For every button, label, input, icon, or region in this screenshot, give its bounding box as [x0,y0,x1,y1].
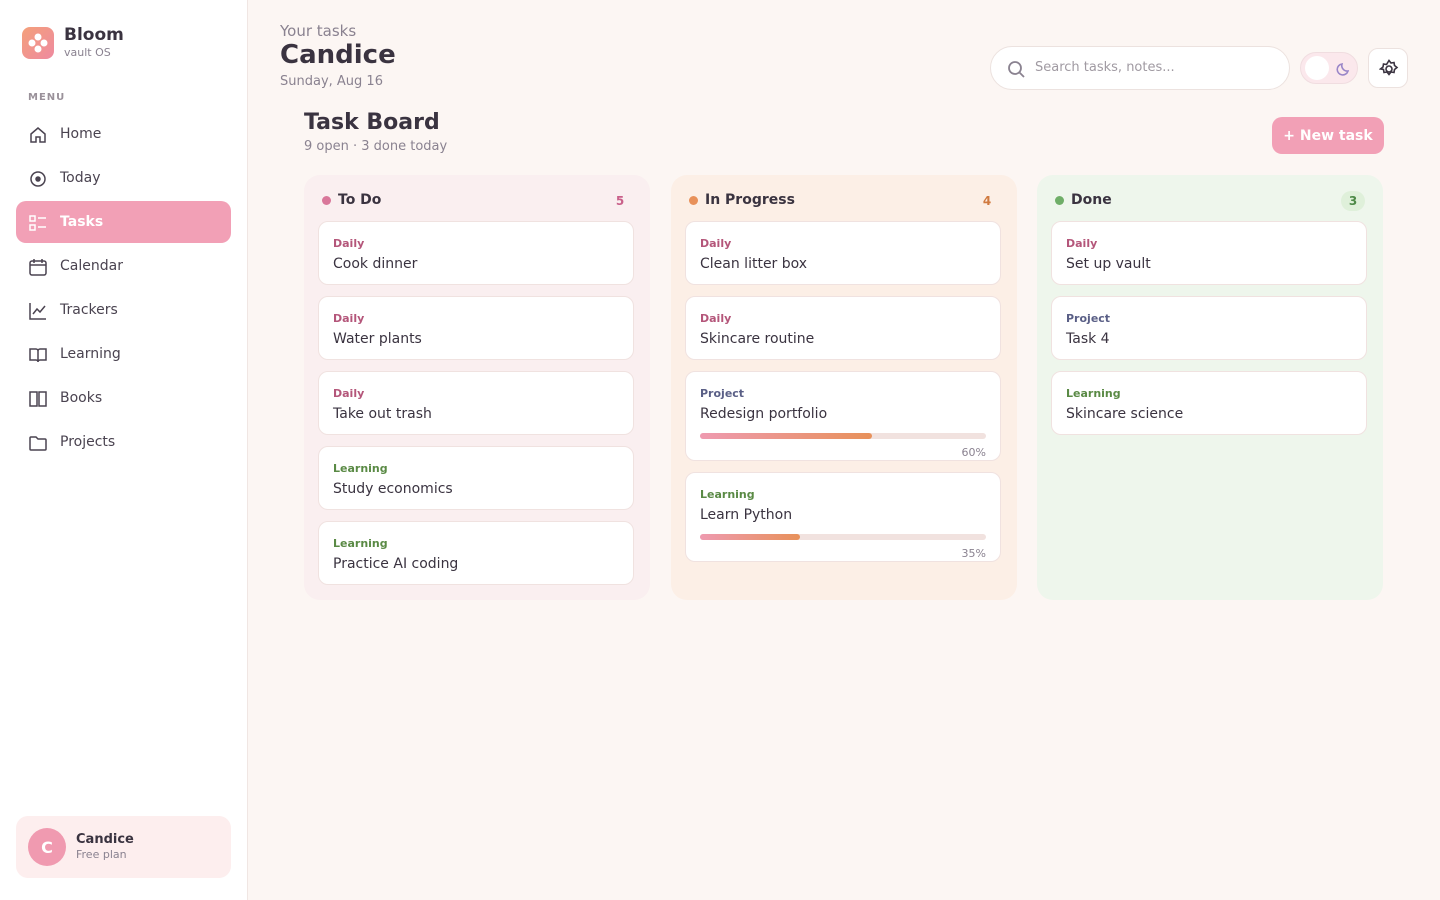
theme-toggle[interactable] [1300,52,1358,84]
task-tag: Daily [700,312,732,325]
menu-icon [29,259,47,276]
column-title: To Do [338,192,382,208]
menu-label: Tasks [60,214,104,230]
logo [22,27,54,59]
task-tag: Project [700,387,745,400]
task-title: Clean litter box [700,256,808,272]
menu-label: Learning [60,346,121,362]
task-card[interactable]: Learning Study economics [318,446,634,510]
menu-icon [29,436,47,451]
task-title: Water plants [333,331,422,347]
menu-item[interactable]: Home [16,113,231,155]
task-tag: Project [1066,312,1111,325]
status-dot [322,196,331,205]
task-card[interactable]: Daily Set up vault [1051,221,1367,285]
search-placeholder: Search tasks, notes... [1035,60,1175,75]
menu-icon [30,127,46,143]
task-tag: Daily [333,312,365,325]
task-tag: Learning [333,537,388,550]
task-title: Redesign portfolio [700,406,828,422]
menu-item[interactable]: Trackers [16,289,231,331]
task-title: Skincare routine [700,331,815,347]
progress-label: 60% [961,446,986,459]
menu-icon [29,303,46,320]
board-summary: 9 open · 3 done today [304,139,448,154]
column-title: In Progress [705,192,795,208]
task-tag: Learning [333,462,388,475]
task-title: Practice AI coding [333,556,459,572]
search-box[interactable]: Search tasks, notes... [990,46,1290,90]
task-card[interactable]: Learning Learn Python 35% [685,472,1001,562]
avatar: C [28,828,66,866]
task-tag: Learning [1066,387,1121,400]
brand-subtitle: vault OS [64,46,111,59]
date: Sunday, Aug 16 [280,74,383,89]
task-title: Task 4 [1066,331,1110,347]
menu-label: Books [60,390,103,406]
menu-icon [29,348,47,363]
menu-item[interactable]: Tasks [16,201,231,243]
progress-track [700,433,986,439]
task-card[interactable]: Daily Clean litter box [685,221,1001,285]
menu-label: Trackers [60,302,118,318]
task-card[interactable]: Daily Cook dinner [318,221,634,285]
task-tag: Learning [700,488,755,501]
menu-icon [29,215,46,231]
sidebar: Bloom vault OS MENU Home Today Tasks Calend… [0,0,248,900]
menu-item[interactable]: Today [16,157,231,199]
menu-item[interactable]: Books [16,377,231,419]
task-title: Cook dinner [333,256,418,272]
menu-item[interactable]: Learning [16,333,231,375]
progress-label: 35% [961,547,986,560]
progress-bar [700,433,872,439]
brand-name: Bloom [64,25,124,45]
status-dot [1055,196,1064,205]
task-tag: Daily [1066,237,1098,250]
menu-item[interactable]: Calendar [16,245,231,287]
task-title: Skincare science [1066,406,1184,422]
column: To Do 5 Daily Cook dinner Daily Water plants D… [304,175,650,600]
settings-button[interactable] [1368,48,1408,88]
task-card[interactable]: Project Redesign portfolio 60% [685,371,1001,461]
user-card[interactable]: C Candice Free plan [16,816,231,878]
task-card[interactable]: Daily Take out trash [318,371,634,435]
task-card[interactable]: Daily Water plants [318,296,634,360]
new-task-button[interactable]: + New task [1272,117,1384,154]
menu-heading: MENU [28,92,66,103]
task-card[interactable]: Learning Skincare science [1051,371,1367,435]
user-name: Candice [76,832,134,847]
task-card[interactable]: Learning Practice AI coding [318,521,634,585]
column: In Progress 4 Daily Clean litter box Daily Sk… [671,175,1017,600]
menu-label: Calendar [60,258,123,274]
page-title: Candice [280,40,396,70]
column-count: 4 [982,194,992,208]
task-card[interactable]: Project Task 4 [1051,296,1367,360]
status-dot [689,196,698,205]
task-tag: Daily [700,237,732,250]
task-tag: Daily [333,237,365,250]
column: Done 3 Daily Set up vault Project Task 4 Learn… [1037,175,1383,600]
task-title: Set up vault [1066,256,1151,272]
task-title: Study economics [333,481,453,497]
eyebrow: Your tasks [280,22,357,40]
task-title: Learn Python [700,507,793,523]
task-tag: Daily [333,387,365,400]
menu-icon [29,391,47,407]
menu-label: Projects [60,434,116,450]
task-card[interactable]: Daily Skincare routine [685,296,1001,360]
menu-icon [30,171,46,187]
task-title: Take out trash [333,406,432,422]
column-count: 3 [1341,191,1365,211]
progress-bar [700,534,801,540]
column-count: 5 [615,194,625,208]
progress-track [700,534,986,540]
menu-label: Home [60,126,102,142]
menu-label: Today [60,170,101,186]
column-title: Done [1071,192,1112,208]
user-plan: Free plan [76,848,127,861]
menu-item[interactable]: Projects [16,421,231,463]
board-title: Task Board [304,110,440,135]
